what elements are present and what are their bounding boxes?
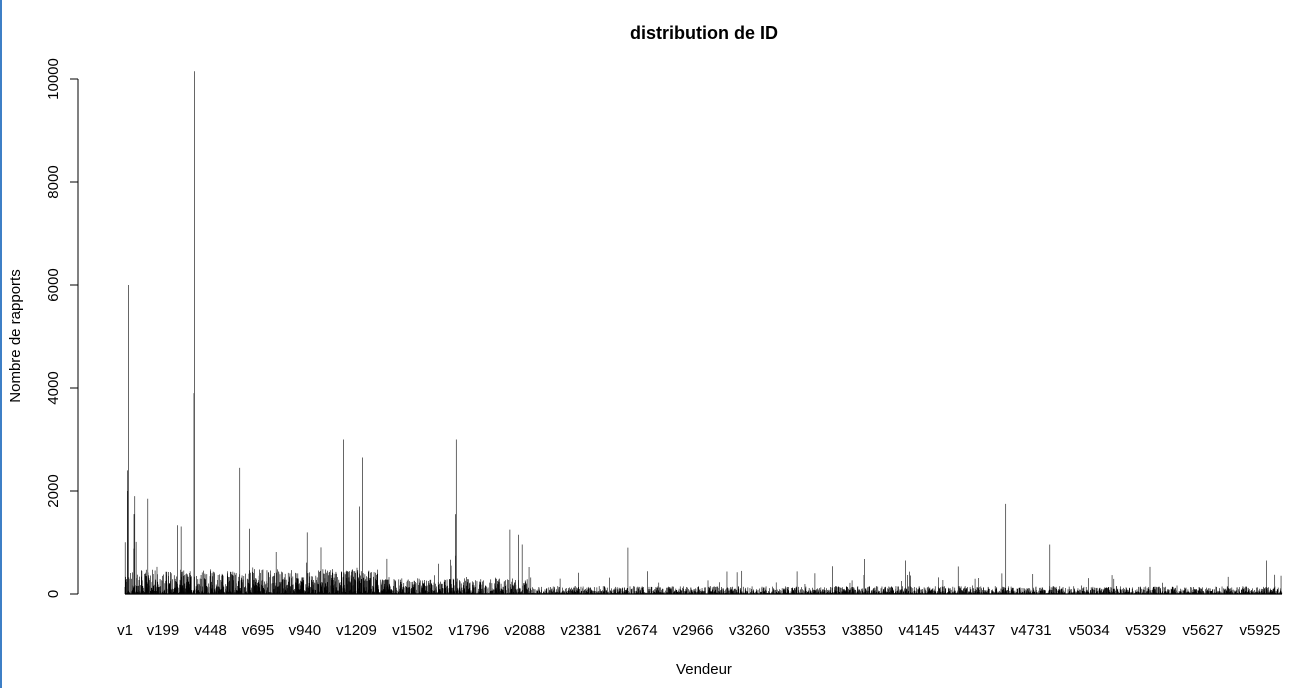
y-tick-label: 0 xyxy=(45,590,62,598)
bars xyxy=(124,71,1283,595)
y-tick-label: 4000 xyxy=(45,371,62,404)
y-tick-label: 10000 xyxy=(45,58,62,100)
y-tick-label: 8000 xyxy=(45,165,62,198)
chart-title: distribution de ID xyxy=(630,23,778,43)
y-axis-label: Nombre de rapports xyxy=(7,269,24,402)
x-axis-label: Vendeur xyxy=(676,661,732,678)
y-tick-label: 2000 xyxy=(45,474,62,507)
y-tick-label: 6000 xyxy=(45,268,62,301)
y-axis: 0 2000 4000 6000 8000 10000 xyxy=(45,58,79,598)
window-edge xyxy=(0,0,2,688)
